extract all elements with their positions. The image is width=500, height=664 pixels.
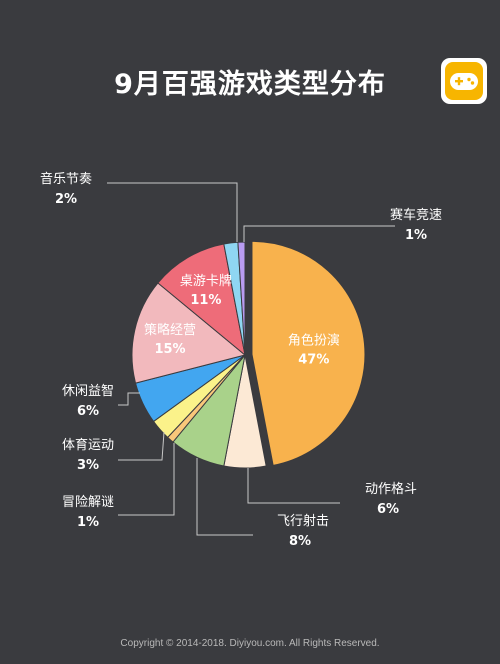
slice-value: 15% <box>154 342 185 357</box>
leader-line <box>196 458 253 536</box>
leader-line <box>118 443 175 516</box>
slice-label: 飞行射击 <box>277 513 329 529</box>
leader-line <box>247 468 340 504</box>
slice-label: 体育运动 <box>62 437 114 453</box>
copyright-footer: Copyright © 2014-2018. Diyiyou.com. All … <box>120 638 380 649</box>
slice-label: 策略经营 <box>144 322 196 338</box>
slice-label: 冒险解谜 <box>62 495 114 510</box>
slice-value: 1% <box>405 228 427 243</box>
slice-value: 47% <box>298 352 329 367</box>
slice-value: 11% <box>190 293 221 308</box>
gamepad-icon <box>445 62 483 100</box>
slice-value: 8% <box>289 534 311 549</box>
chart-title: 9月百强游戏类型分布 <box>114 69 386 100</box>
slice-label: 音乐节奏 <box>40 171 92 187</box>
leader-line <box>243 225 395 242</box>
leader-line <box>118 392 140 406</box>
slice-value: 1% <box>77 515 99 530</box>
slice-value: 6% <box>77 404 99 419</box>
pie-slice <box>251 240 366 466</box>
pie-slice <box>157 243 246 357</box>
slice-label: 赛车竞速 <box>390 207 442 223</box>
pie-slice <box>131 282 247 384</box>
slice-value: 3% <box>77 458 99 473</box>
slice-label: 动作格斗 <box>365 481 417 497</box>
slice-value: 6% <box>377 502 399 517</box>
slice-label: 休闲益智 <box>62 384 114 399</box>
leader-line <box>107 182 238 242</box>
pie-slice <box>237 241 246 356</box>
slice-value: 2% <box>55 192 77 207</box>
slice-label: 桌游卡牌 <box>180 273 232 289</box>
leader-line <box>118 431 165 461</box>
slice-label: 角色扮演 <box>288 332 340 348</box>
logo <box>441 58 487 104</box>
